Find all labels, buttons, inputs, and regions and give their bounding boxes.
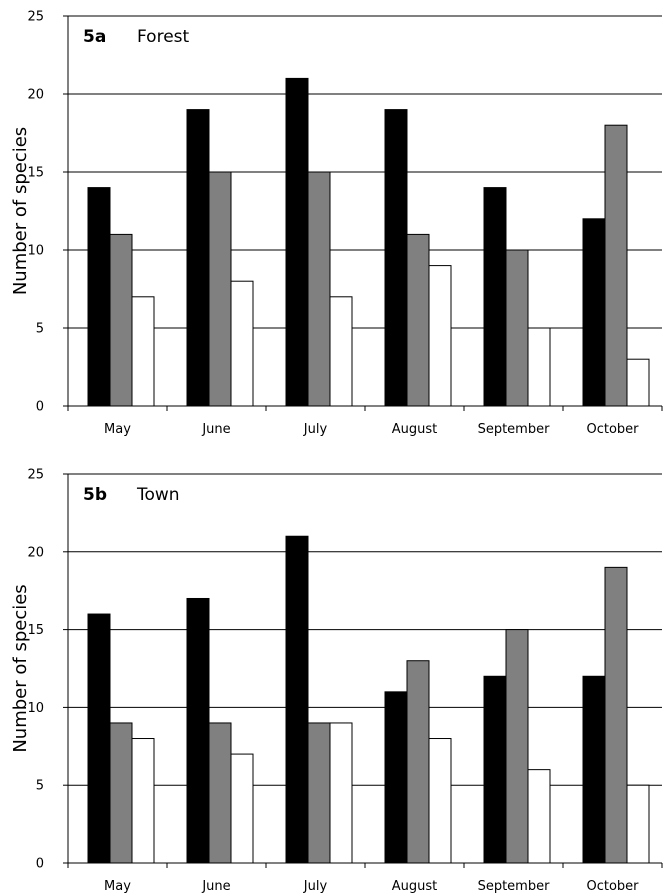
x-tick-label: September [478, 879, 551, 894]
y-axis-label: Number of species [10, 127, 31, 295]
bar-september-series-1 [505, 629, 529, 864]
x-tick-label: July [303, 879, 328, 894]
bar-july-series-0 [285, 535, 309, 864]
y-tick-label: 10 [27, 244, 44, 259]
panel-label: 5b [83, 485, 107, 505]
bar-september-series-2 [527, 769, 551, 864]
chart-panel-1: 0 5 10 15 20 25 May June July August September Octo… [10, 468, 663, 894]
bar-october-series-1 [604, 124, 628, 407]
bar-october-series-2 [626, 358, 650, 407]
bar-october-series-0 [582, 675, 606, 864]
x-tick-label: May [104, 422, 131, 437]
bar-may-series-1 [109, 233, 133, 407]
bar-october-series-0 [582, 218, 606, 407]
y-tick-label: 5 [36, 322, 44, 337]
bar-may-series-2 [131, 296, 155, 407]
panel-label: 5a [83, 27, 106, 47]
x-tick-label: October [586, 422, 639, 437]
y-tick-label: 20 [27, 88, 44, 103]
bar-august-series-0 [384, 109, 408, 407]
bar-august-series-0 [384, 691, 408, 864]
bar-july-series-1 [307, 722, 331, 864]
x-tick-label: July [303, 422, 328, 437]
x-tick-label: June [201, 422, 230, 437]
bar-may-series-2 [131, 738, 155, 864]
bar-may-series-0 [87, 187, 111, 407]
bar-june-series-2 [230, 280, 254, 407]
y-tick-label: 25 [27, 10, 44, 25]
x-tick-label: June [201, 879, 230, 894]
bar-july-series-0 [285, 77, 309, 407]
bar-september-series-0 [483, 675, 507, 864]
y-tick-label: 10 [27, 701, 44, 716]
bar-august-series-1 [406, 233, 430, 407]
y-tick-label: 15 [27, 623, 44, 638]
bar-september-series-2 [527, 327, 551, 407]
bar-july-series-1 [307, 171, 331, 407]
bar-october-series-1 [604, 566, 628, 864]
bar-june-series-0 [186, 597, 210, 864]
y-tick-label: 5 [36, 779, 44, 794]
bar-september-series-0 [483, 187, 507, 407]
bar-june-series-2 [230, 753, 254, 864]
x-tick-label: May [104, 879, 131, 894]
x-tick-label: August [392, 422, 438, 437]
y-tick-label: 0 [36, 400, 44, 415]
bar-july-series-2 [329, 296, 353, 407]
chart-title: Town [136, 485, 180, 505]
y-axis-label: Number of species [10, 584, 31, 752]
x-tick-label: September [478, 422, 551, 437]
bar-may-series-1 [109, 722, 133, 864]
bar-may-series-0 [87, 613, 111, 864]
y-tick-label: 20 [27, 545, 44, 560]
bar-august-series-2 [428, 738, 452, 864]
bar-october-series-2 [626, 784, 650, 864]
x-tick-label: October [586, 879, 639, 894]
bar-june-series-0 [186, 109, 210, 407]
y-tick-label: 0 [36, 857, 44, 872]
y-tick-label: 15 [27, 166, 44, 181]
bar-august-series-1 [406, 660, 430, 864]
y-tick-label: 25 [27, 468, 44, 483]
chart-title: Forest [137, 27, 190, 47]
bar-august-series-2 [428, 265, 452, 407]
bar-september-series-1 [505, 249, 529, 407]
bar-june-series-1 [208, 171, 232, 407]
bar-june-series-1 [208, 722, 232, 864]
bar-july-series-2 [329, 722, 353, 864]
chart-panel-0: 0 5 10 15 20 25 May June July August September Octo… [10, 10, 663, 437]
x-tick-label: August [392, 879, 438, 894]
